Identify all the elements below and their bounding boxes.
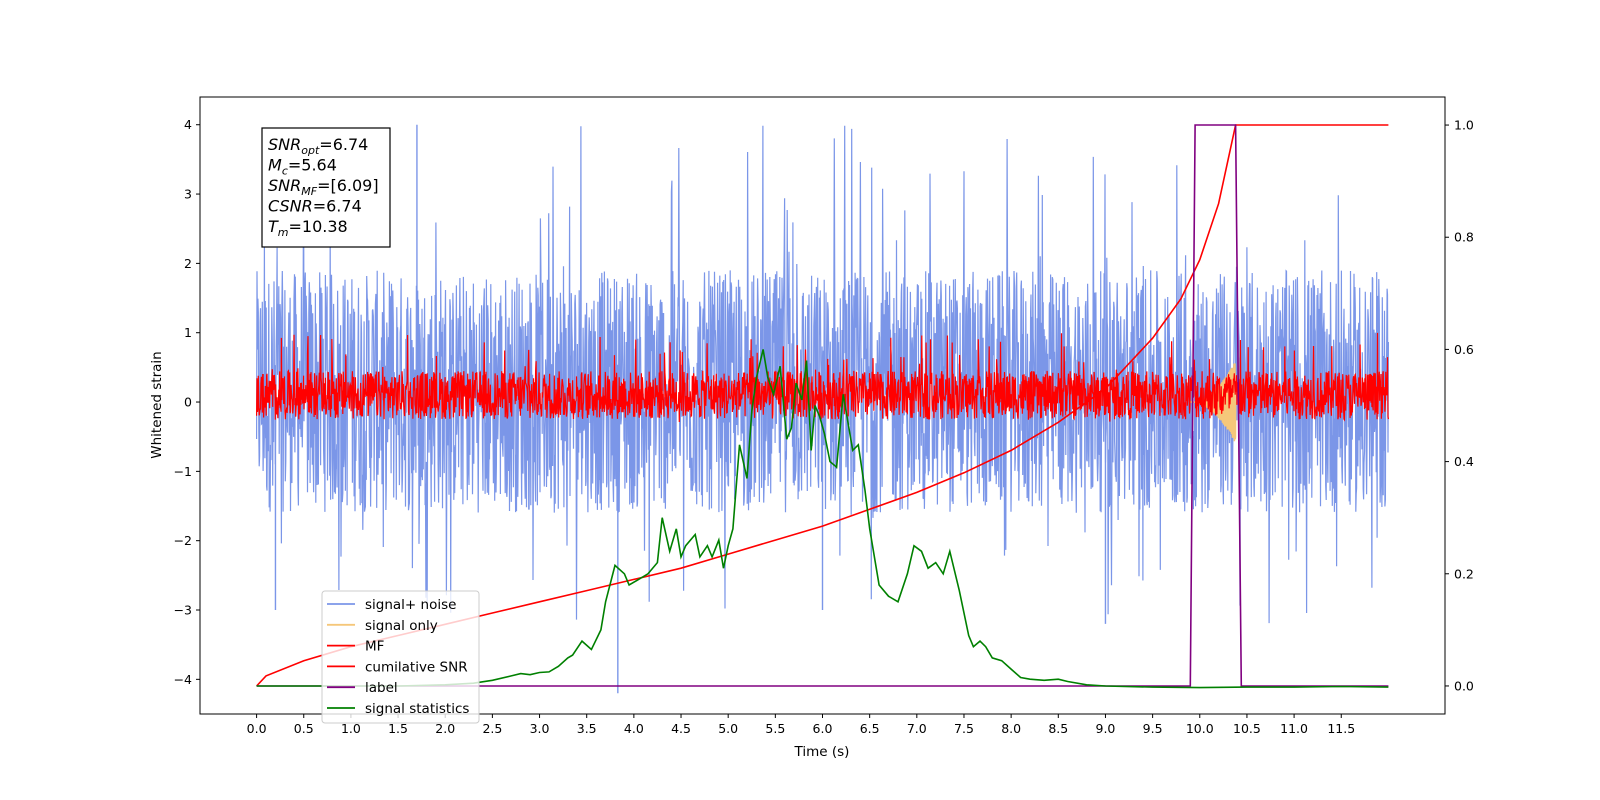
- x-axis-label: Time (s): [794, 744, 850, 760]
- stats-line: Mc=5.64: [268, 156, 337, 178]
- stats-line: SNRopt=6.74: [268, 135, 368, 157]
- series-mf: [256, 332, 1389, 423]
- stats-box-frame: [261, 127, 391, 248]
- y2-tick-label: 0.4: [1454, 454, 1474, 469]
- legend-label: label: [365, 680, 398, 696]
- x-tick-label: 6.0: [813, 721, 833, 736]
- legend-label: signal statistics: [365, 701, 469, 717]
- x-tick-label: 1.0: [341, 721, 361, 736]
- y-axis-label: Whitened strain: [149, 351, 165, 458]
- x-tick-label: 3.0: [530, 721, 550, 736]
- stats-box: SNRopt=6.74Mc=5.64SNRMF=[6.09]CSNR=6.74T…: [261, 127, 391, 248]
- x-tick-label: 11.0: [1280, 721, 1308, 736]
- x-tick-label: 7.5: [954, 721, 974, 736]
- x-tick-label: 7.0: [907, 721, 927, 736]
- x-tick-label: 6.5: [860, 721, 880, 736]
- legend-label: signal+ noise: [365, 597, 456, 613]
- legend: signal+ noise signal only MF cumilative SNR…: [321, 590, 480, 724]
- y-tick-label: 0: [184, 395, 192, 410]
- series-label: [256, 124, 1389, 687]
- y2-tick-label: 1.0: [1454, 118, 1474, 133]
- x-tick-label: 0.0: [247, 721, 267, 736]
- y-tick-label: 1: [184, 325, 192, 340]
- legend-label: signal only: [365, 618, 438, 634]
- x-tick-label: 5.0: [718, 721, 738, 736]
- y2-tick-label: 0.6: [1454, 342, 1474, 357]
- y-tick-label: 3: [184, 187, 192, 202]
- y-tick-label: −4: [174, 672, 192, 687]
- y-tick-label: 2: [184, 256, 192, 271]
- x-tick-label: 2.0: [435, 721, 455, 736]
- x-tick-label: 9.0: [1096, 721, 1116, 736]
- y2-tick-label: 0.8: [1454, 230, 1474, 245]
- y-tick-label: −2: [174, 533, 192, 548]
- ticks-layer: 0.0 0.5 1.0 1.5 2.0 2.5 3.0 3.5 4.0 4.5 5.0 5.5 6.0 6…: [174, 117, 1474, 736]
- x-tick-label: 5.5: [765, 721, 785, 736]
- y-tick-label: −1: [174, 464, 192, 479]
- x-tick-label: 11.5: [1327, 721, 1355, 736]
- y-tick-label: −3: [174, 603, 192, 618]
- x-tick-label: 10.0: [1186, 721, 1214, 736]
- x-tick-label: 8.0: [1001, 721, 1021, 736]
- y-tick-label: 4: [184, 117, 192, 132]
- x-tick-label: 4.5: [671, 721, 691, 736]
- x-tick-label: 2.5: [482, 721, 502, 736]
- x-tick-label: 0.5: [294, 721, 314, 736]
- stats-line: SNRMF=[6.09]: [268, 176, 379, 198]
- series-signal-statistics: [256, 349, 1389, 689]
- stats-line: CSNR=6.74: [268, 197, 362, 216]
- y2-tick-label: 0.2: [1454, 566, 1474, 581]
- legend-label: cumilative SNR: [365, 659, 468, 675]
- x-tick-label: 9.5: [1143, 721, 1163, 736]
- x-tick-label: 4.0: [624, 721, 644, 736]
- stats-line: Tm=10.38: [268, 217, 348, 239]
- legend-label: MF: [365, 639, 384, 655]
- x-tick-label: 3.5: [577, 721, 597, 736]
- y2-tick-label: 0.0: [1454, 678, 1474, 693]
- x-tick-label: 10.5: [1233, 721, 1261, 736]
- legend-frame: [321, 590, 480, 724]
- x-tick-label: 8.5: [1048, 721, 1068, 736]
- x-tick-label: 1.5: [388, 721, 408, 736]
